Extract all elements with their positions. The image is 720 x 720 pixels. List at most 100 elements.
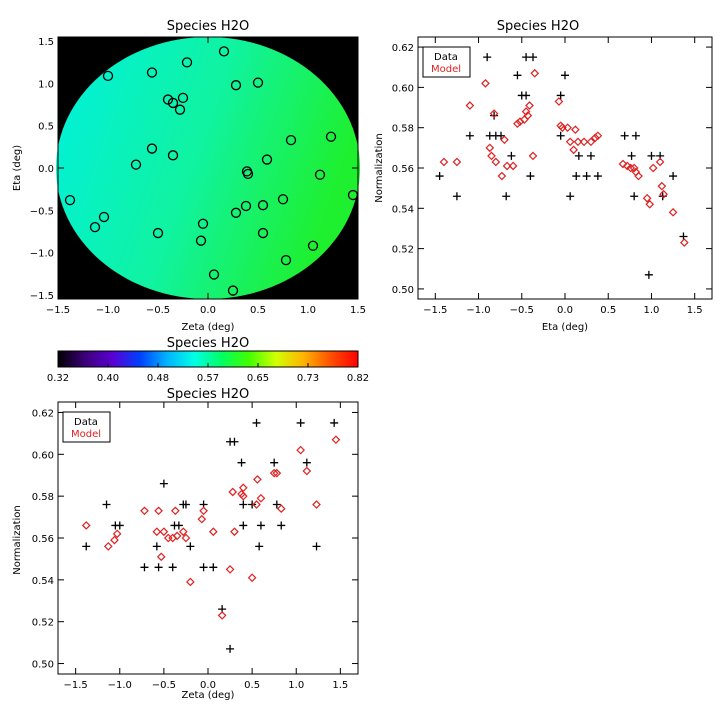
map-point (146, 67, 158, 78)
eta-panel: Species H2O −1.5 −1.0 −0.5 0.0 0.5 1.0 1.5 0.5… (374, 19, 713, 333)
colorbar-tick-label: 0.65 (247, 373, 269, 384)
map-point (64, 194, 76, 206)
zeta-model-point (238, 483, 248, 493)
zeta-model-point (156, 552, 166, 562)
zeta-data-point (256, 521, 265, 530)
colorbar-panel: Species H2O 0.32 0.40 0.48 0.57 0.65 0.73 0.82 (47, 336, 369, 384)
map-y-tick-label: −1.0 (30, 249, 54, 260)
zeta-data-point (239, 521, 248, 530)
zeta-model-point (197, 514, 207, 524)
map-point (227, 285, 239, 296)
eta-y-tick-label: 0.52 (392, 245, 414, 256)
zeta-model-point (256, 493, 266, 503)
map-x-tick-label: −1.5 (46, 305, 70, 316)
eta-model-point (489, 109, 499, 118)
zeta-model-point (103, 542, 113, 551)
eta-x-tick-label: 1.5 (687, 305, 703, 316)
eta-y-tick-label: 0.56 (392, 164, 414, 175)
map-point (261, 154, 273, 165)
zeta-model-point (81, 521, 91, 530)
eta-model-point (645, 199, 655, 209)
zeta-data-point (277, 521, 286, 530)
eta-legend-box (422, 46, 471, 78)
eta-model-point (521, 107, 531, 116)
zeta-model-point (172, 531, 182, 541)
eta-data-point (620, 131, 629, 140)
zeta-legend-data: Data (74, 417, 98, 428)
zeta-data-point (152, 542, 161, 551)
zeta-y-tick-label: 0.50 (32, 660, 54, 671)
eta-data-point (574, 151, 583, 160)
eta-model-point (590, 133, 600, 143)
eta-model-point (579, 137, 589, 147)
map-y-label: Eta (deg) (12, 145, 23, 191)
eta-model-point (487, 151, 496, 161)
eta-data-point (507, 151, 516, 160)
map-point (230, 80, 242, 91)
zeta-model-point (312, 500, 321, 509)
zeta-y-tick-label: 0.56 (32, 534, 54, 545)
zeta-data-point (296, 418, 305, 427)
eta-data-point (522, 91, 531, 100)
zeta-model-point (253, 475, 262, 484)
map-title: Species H2O (167, 19, 249, 34)
zeta-y-tick-label: 0.54 (32, 576, 54, 587)
map-panel: Species H2O −1.5 −1.0 −0.5 0.0 0.5 1.0 1.5 −1.… (12, 19, 366, 333)
eta-data-point (435, 172, 444, 181)
zeta-model-point (112, 529, 122, 539)
zeta-data-point (199, 563, 208, 572)
eta-model-point (679, 238, 689, 247)
map-y-axis: −1.5 −1.0 −0.5 0.0 0.5 1.0 1.5 (30, 37, 358, 302)
zeta-x-tick-label: 1.5 (332, 680, 348, 691)
zeta-points (81, 418, 341, 653)
map-point (280, 254, 292, 266)
eta-model-point (593, 131, 603, 141)
eta-model-point (465, 101, 475, 110)
eta-x-tick-label: −0.5 (510, 305, 534, 316)
eta-model-point (642, 193, 652, 203)
zeta-model-point (110, 535, 119, 545)
colorbar-tick-label: 0.32 (47, 373, 69, 384)
eta-data-point (529, 53, 538, 62)
map-point (208, 269, 220, 280)
map-point (277, 194, 289, 205)
eta-model-point (659, 189, 668, 199)
eta-model-point (554, 97, 564, 106)
map-point (98, 211, 110, 223)
map-y-tick-label: 1.0 (38, 79, 54, 90)
zeta-x-tick-label: −0.5 (152, 680, 176, 691)
colorbar-tick-label: 0.40 (97, 373, 119, 384)
map-x-tick-label: 1.5 (350, 305, 366, 316)
zeta-model-point (228, 487, 238, 497)
eta-data-point (627, 151, 636, 160)
eta-data-point (522, 53, 531, 62)
map-x-tick-label: 0.5 (250, 305, 266, 316)
eta-x-tick-label: 1.0 (644, 305, 660, 316)
eta-x-label: Eta (deg) (542, 322, 588, 333)
zeta-model-point (217, 611, 227, 620)
map-x-tick-label: −0.5 (146, 305, 170, 316)
colorbar-tick-label: 0.82 (347, 373, 369, 384)
eta-data-point (586, 151, 595, 160)
map-point (197, 218, 209, 229)
eta-model-point (586, 137, 596, 147)
eta-data-point (497, 131, 506, 140)
eta-model-point (523, 111, 533, 120)
zeta-panel: Species H2O −1.5 −1.0 −0.5 0.0 0.5 1.0 1.5 0.5… (12, 387, 359, 701)
eta-data-point (572, 172, 581, 181)
eta-data-point (452, 192, 461, 201)
zeta-data-point (209, 563, 218, 572)
eta-model-point (502, 161, 512, 171)
zeta-model-point (159, 527, 169, 537)
map-x-tick-label: −1.0 (96, 305, 120, 316)
eta-x-axis: −1.5 −1.0 −0.5 0.0 0.5 1.0 1.5 (423, 37, 703, 316)
zeta-data-point (181, 500, 190, 509)
eta-model-point (481, 79, 490, 88)
eta-x-tick-label: 0.0 (557, 305, 573, 316)
eta-data-point (465, 131, 474, 140)
zeta-model-point (247, 573, 257, 583)
map-point (257, 227, 269, 239)
zeta-data-point (174, 521, 183, 530)
eta-model-point (655, 157, 665, 167)
